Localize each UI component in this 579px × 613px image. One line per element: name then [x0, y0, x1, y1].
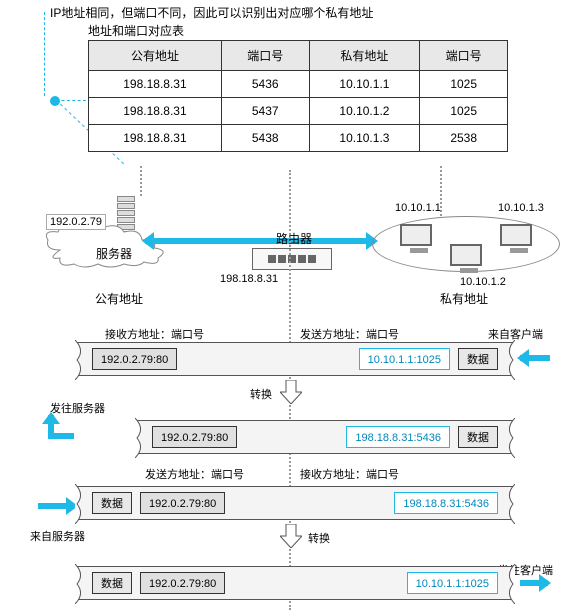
packet-dst: 10.10.1.1:1025 [407, 572, 498, 594]
packet-src: 192.0.2.79:80 [140, 492, 225, 514]
server-ip: 192.0.2.79 [46, 214, 106, 230]
packet-data: 数据 [458, 426, 498, 448]
convert-label: 转换 [250, 386, 272, 402]
arrow-to-client [520, 580, 548, 586]
callout-line-1 [44, 12, 45, 96]
client-pc-icon [500, 224, 538, 256]
convert-label: 转换 [308, 530, 330, 546]
table-link-left [140, 166, 142, 196]
packet-3: 数据 192.0.2.79:80 198.18.8.31:5436 [75, 486, 515, 520]
client-pc-icon [450, 244, 488, 276]
top-note: IP地址相同，但端口不同，因此可以识别出对应哪个私有地址 [50, 4, 373, 21]
router-ip: 198.18.8.31 [220, 273, 278, 285]
arrow-from-client [520, 355, 550, 361]
client-pc-icon [400, 224, 438, 256]
send-label-2: 发送方地址：端口号 [145, 466, 244, 482]
col-private-addr: 私有地址 [309, 41, 420, 71]
table-row: 198.18.8.31 5436 10.10.1.1 1025 [89, 71, 508, 98]
packet-data: 数据 [92, 492, 132, 514]
packet-src: 10.10.1.1:1025 [359, 348, 450, 370]
from-client-label: 来自客户端 [488, 326, 543, 342]
packet-4: 数据 192.0.2.79:80 10.10.1.1:1025 [75, 566, 515, 600]
packet-data: 数据 [92, 572, 132, 594]
client-ip: 10.10.1.1 [395, 202, 441, 214]
server-label: 服务器 [96, 245, 132, 262]
col-public-addr: 公有地址 [89, 41, 222, 71]
router-label: 路由器 [276, 230, 312, 247]
from-server-label: 来自服务器 [30, 528, 85, 544]
recv-label: 接收方地址：端口号 [105, 326, 204, 342]
packet-dst: 198.18.8.31:5436 [394, 492, 498, 514]
convert-arrow-icon [280, 380, 302, 404]
packet-2: 192.0.2.79:80 198.18.8.31:5436 数据 [135, 420, 515, 454]
client-ip: 10.10.1.3 [498, 202, 544, 214]
nat-diagram: IP地址相同，但端口不同，因此可以识别出对应哪个私有地址 地址和端口对应表 公有… [0, 0, 579, 613]
packet-data: 数据 [458, 348, 498, 370]
recv-label-2: 接收方地址：端口号 [300, 466, 399, 482]
packet-dst: 192.0.2.79:80 [152, 426, 237, 448]
table-title: 地址和端口对应表 [88, 22, 184, 39]
router-icon [232, 248, 352, 270]
private-zone-label: 私有地址 [440, 290, 488, 307]
packet-dst: 192.0.2.79:80 [92, 348, 177, 370]
table-row: 198.18.8.31 5438 10.10.1.3 2538 [89, 125, 508, 152]
send-label: 发送方地址：端口号 [300, 326, 399, 342]
arrow-to-server-h [48, 433, 74, 439]
col-private-port: 端口号 [420, 41, 508, 71]
packet-src: 198.18.8.31:5436 [346, 426, 450, 448]
public-zone-label: 公有地址 [95, 290, 143, 307]
packet-src: 192.0.2.79:80 [140, 572, 225, 594]
convert-arrow-icon [280, 524, 302, 548]
packet-1: 192.0.2.79:80 10.10.1.1:1025 数据 [75, 342, 515, 376]
arrow-server-network [145, 238, 375, 244]
client-ip: 10.10.1.2 [460, 276, 506, 288]
col-public-port: 端口号 [221, 41, 309, 71]
table-row: 198.18.8.31 5437 10.10.1.2 1025 [89, 98, 508, 125]
nat-table: 公有地址 端口号 私有地址 端口号 198.18.8.31 5436 10.10… [88, 40, 508, 152]
